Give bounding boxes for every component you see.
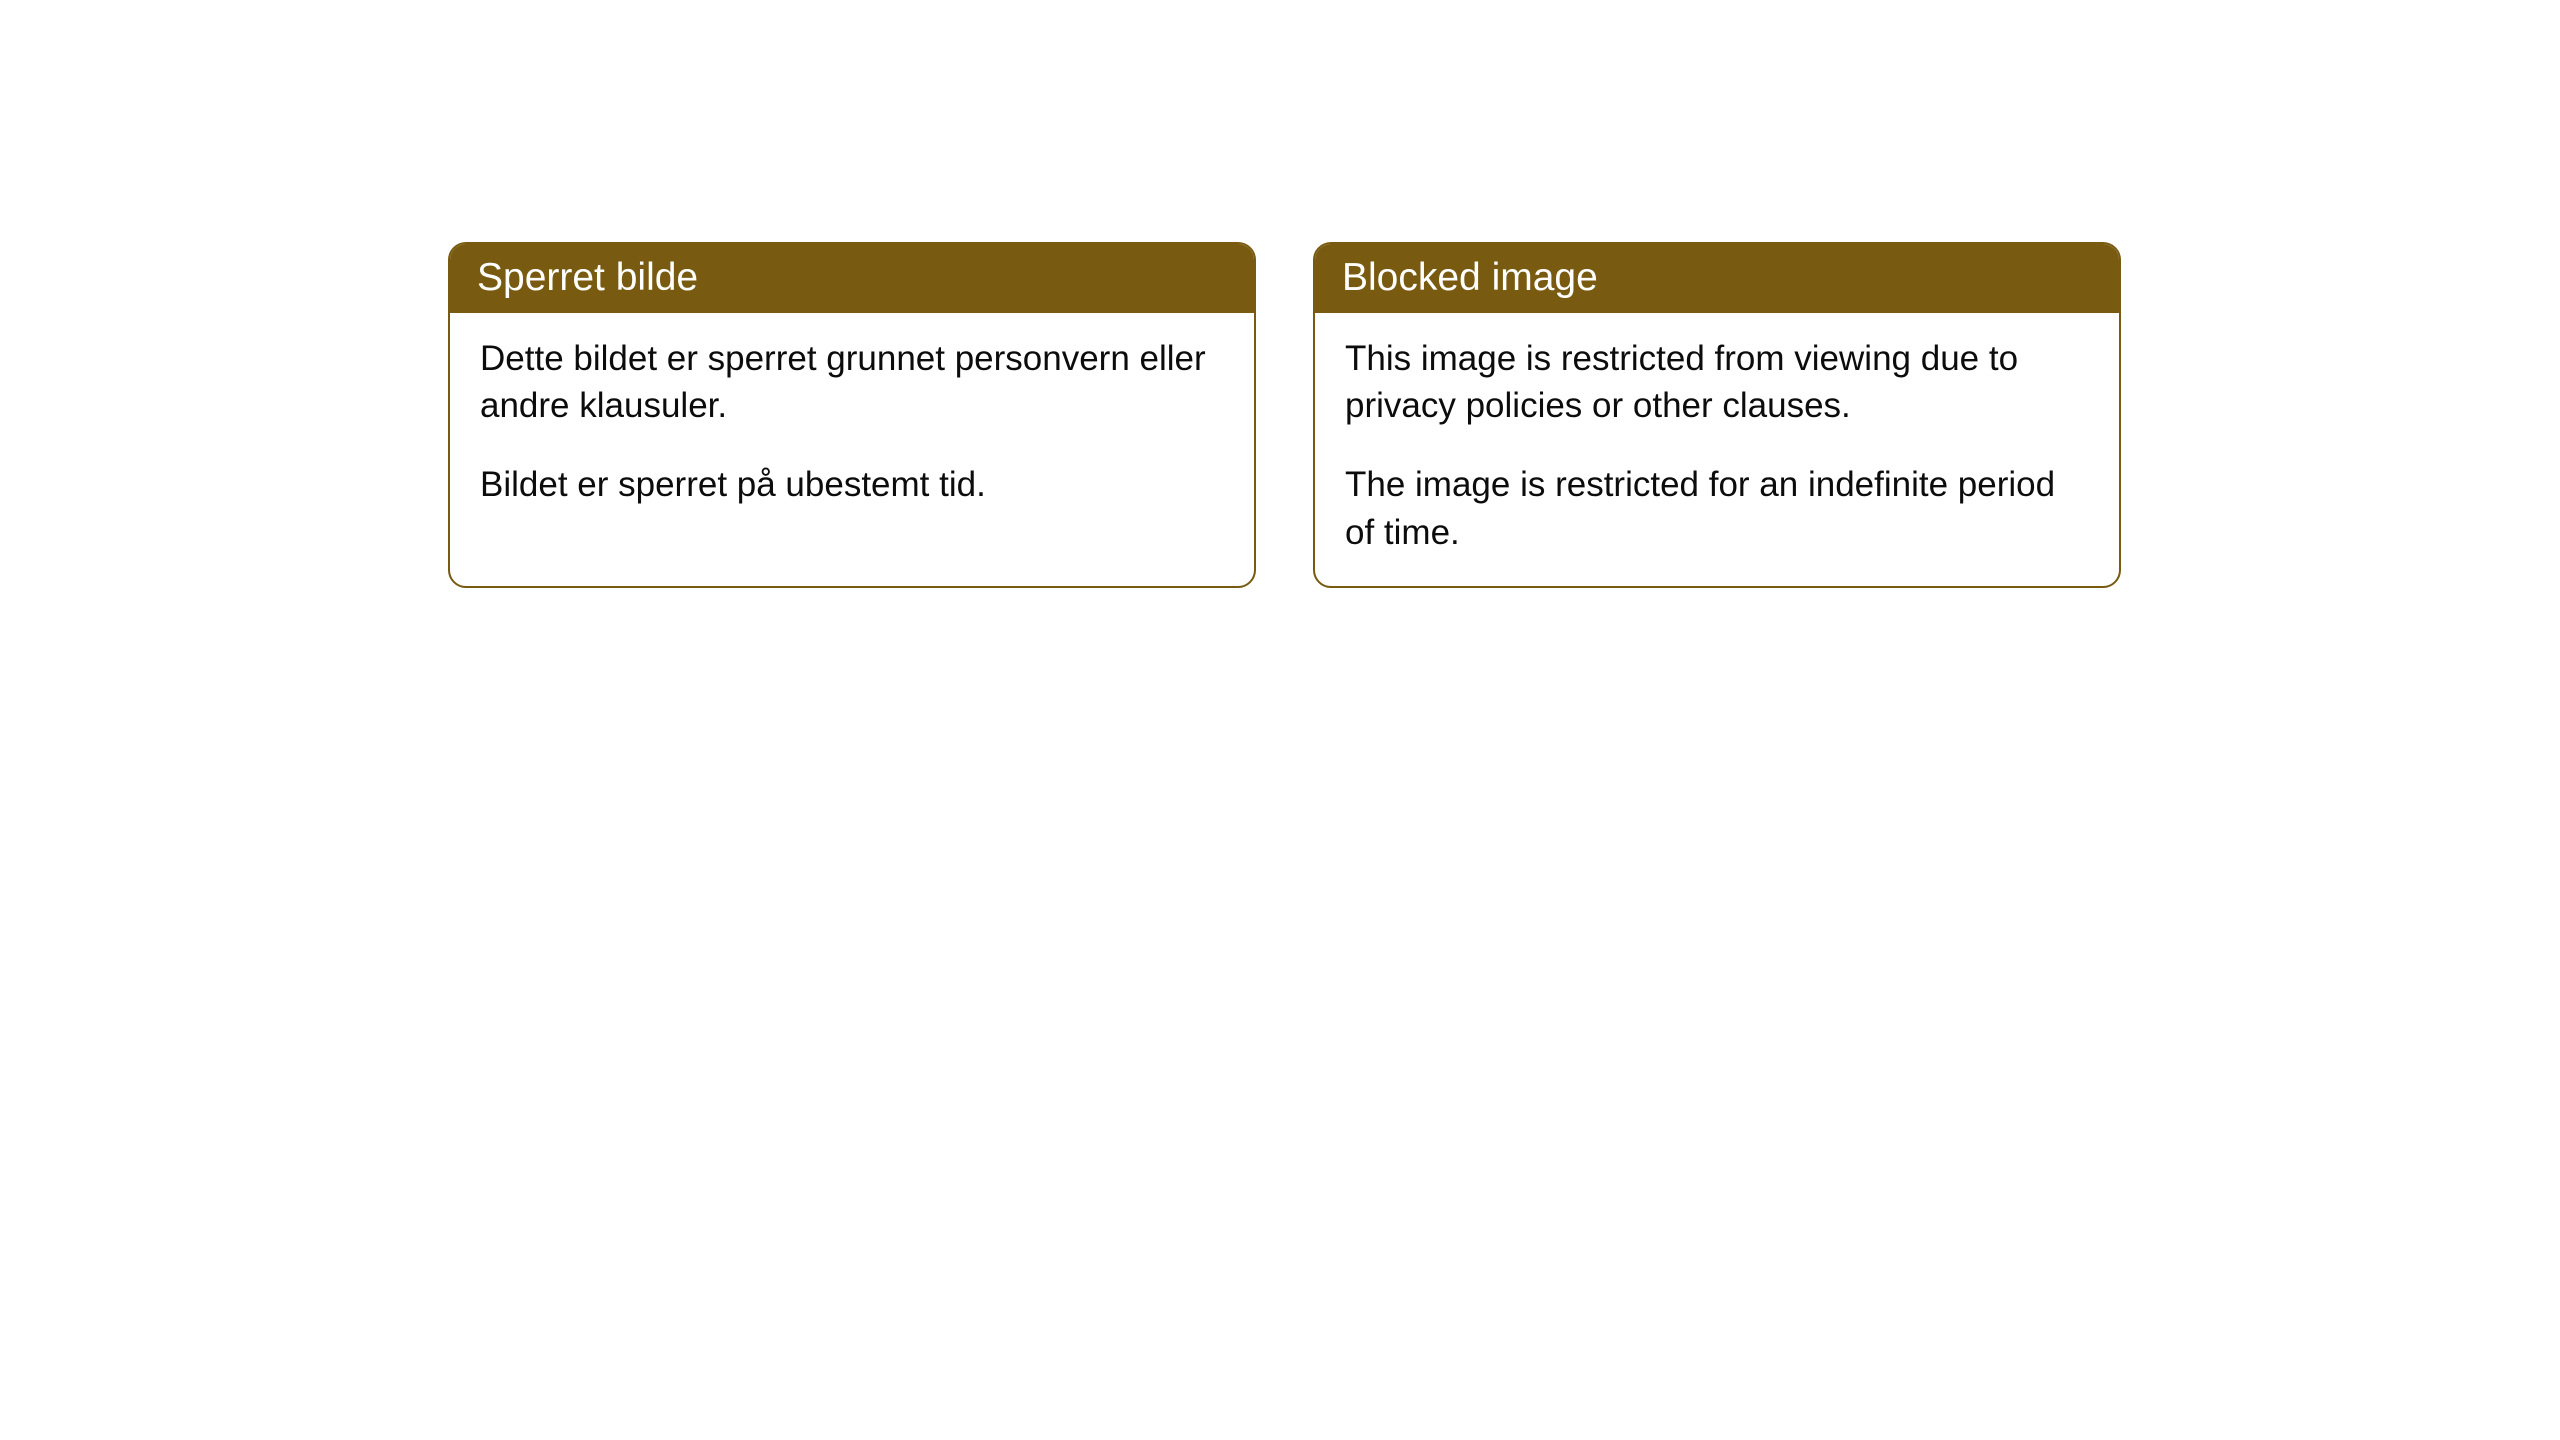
blocked-image-card-norwegian: Sperret bilde Dette bildet er sperret gr…: [448, 242, 1256, 588]
card-paragraph: The image is restricted for an indefinit…: [1345, 461, 2089, 556]
card-paragraph: This image is restricted from viewing du…: [1345, 335, 2089, 430]
card-body: Dette bildet er sperret grunnet personve…: [450, 313, 1254, 539]
card-paragraph: Bildet er sperret på ubestemt tid.: [480, 461, 1224, 508]
card-body: This image is restricted from viewing du…: [1315, 313, 2119, 586]
card-container: Sperret bilde Dette bildet er sperret gr…: [448, 242, 2121, 588]
blocked-image-card-english: Blocked image This image is restricted f…: [1313, 242, 2121, 588]
card-title: Sperret bilde: [450, 244, 1254, 313]
card-paragraph: Dette bildet er sperret grunnet personve…: [480, 335, 1224, 430]
card-title: Blocked image: [1315, 244, 2119, 313]
